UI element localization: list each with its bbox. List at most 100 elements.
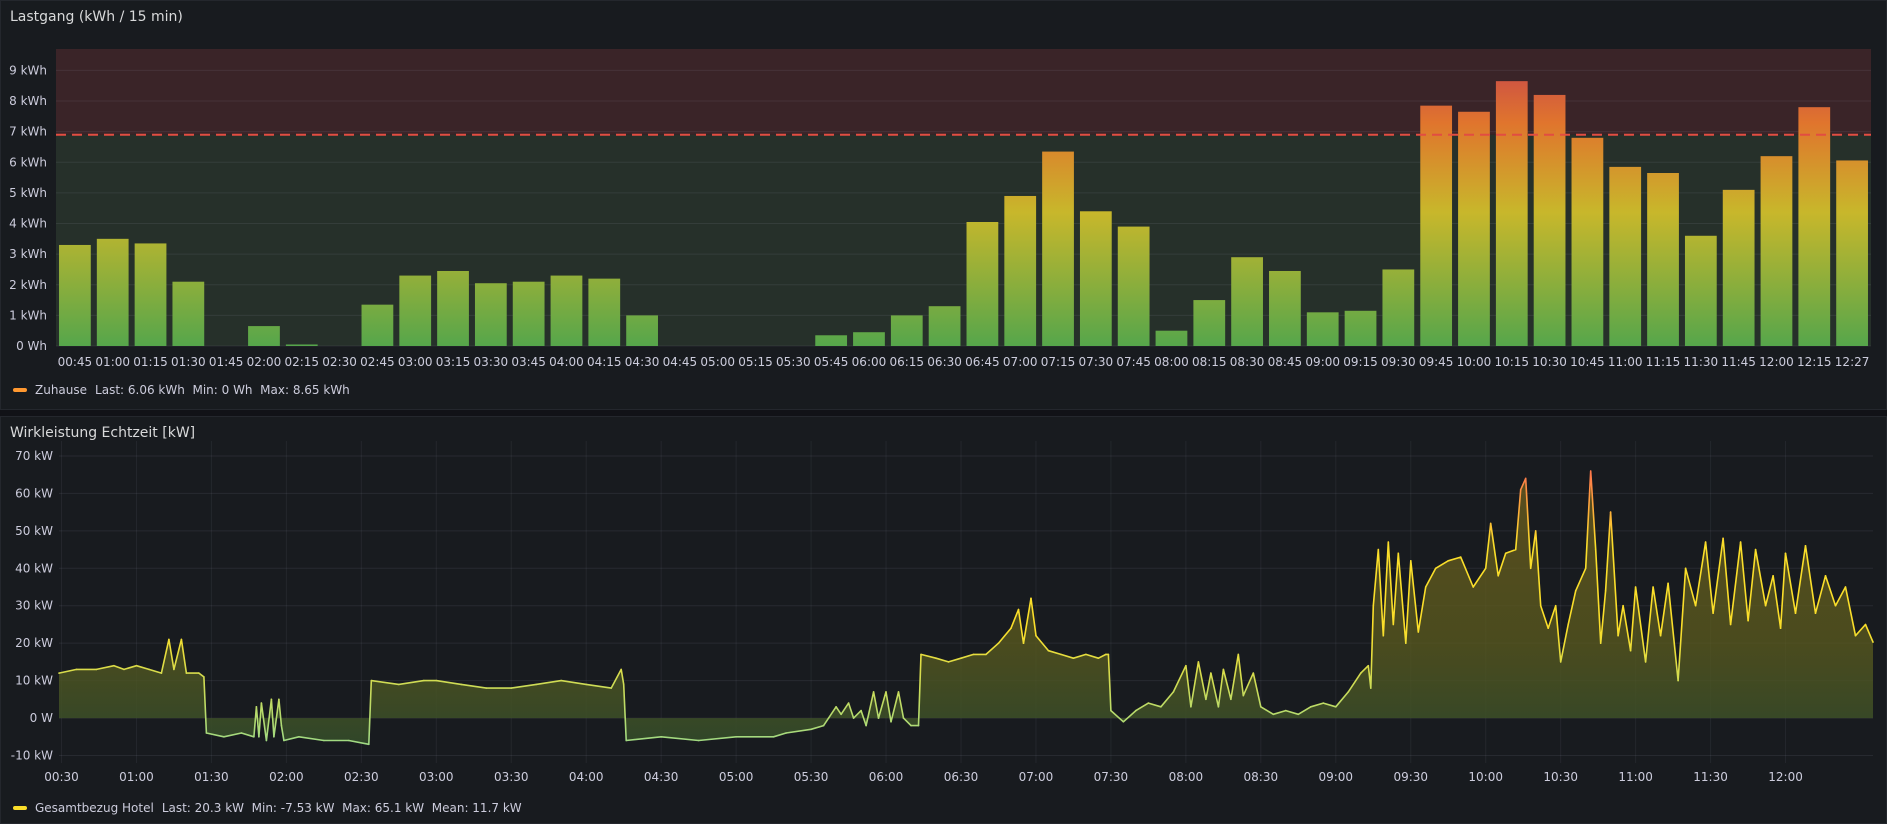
data-point xyxy=(1554,604,1557,607)
data-point xyxy=(1190,706,1192,708)
x-tick-label: 07:00 xyxy=(1019,770,1054,784)
data-point xyxy=(255,706,258,708)
data-point xyxy=(283,739,285,742)
data-point xyxy=(1694,604,1697,607)
bar xyxy=(1382,269,1415,346)
x-tick-label: 09:00 xyxy=(1318,770,1353,784)
y-tick-label: 3 kWh xyxy=(9,247,47,261)
wirkleistung-panel-title[interactable]: Wirkleistung Echtzeit [kW] xyxy=(10,425,196,441)
data-point xyxy=(935,657,937,659)
x-tick-label: 01:45 xyxy=(209,355,244,369)
data-point xyxy=(1197,661,1200,663)
data-point xyxy=(203,676,205,678)
x-tick-label: 02:00 xyxy=(247,355,282,369)
data-point xyxy=(1347,691,1350,693)
x-tick-label: 12:00 xyxy=(1768,770,1803,784)
x-tick-label: 06:30 xyxy=(927,355,962,369)
x-tick-label: 07:30 xyxy=(1094,770,1129,784)
x-tick-label: 08:30 xyxy=(1230,355,1265,369)
data-point xyxy=(113,664,115,667)
data-point xyxy=(622,683,625,686)
x-tick-label: 05:30 xyxy=(794,770,829,784)
data-point xyxy=(1547,627,1549,629)
data-point xyxy=(1147,702,1150,704)
zone-normal xyxy=(56,134,1871,346)
data-point xyxy=(1377,548,1380,551)
lastgang-chart: 0 Wh 1 kWh 2 kWh 3 kWh 4 kWh 5 kWh 6 kWh 7 kWh 8… xyxy=(9,49,1871,369)
x-tick-label: 10:15 xyxy=(1494,355,1529,369)
data-point xyxy=(1434,567,1437,570)
data-point xyxy=(1684,567,1687,570)
x-tick-label: 03:15 xyxy=(436,355,471,369)
wirkleistung-legend[interactable]: Gesamtbezug Hotel Last: 20.3 kW Min: -7.… xyxy=(13,801,522,815)
data-point xyxy=(890,721,892,723)
data-point xyxy=(1097,657,1100,659)
data-point xyxy=(460,683,463,686)
data-point xyxy=(1504,552,1507,555)
x-tick-label: 02:00 xyxy=(269,770,304,784)
x-tick-label: 09:45 xyxy=(1419,355,1454,369)
x-tick-label: 05:00 xyxy=(700,355,735,369)
x-tick-label: 02:30 xyxy=(322,355,357,369)
data-point xyxy=(1372,604,1375,607)
data-point xyxy=(1559,661,1562,663)
bar xyxy=(1458,111,1490,347)
data-point xyxy=(240,732,243,734)
x-tick-label: 02:30 xyxy=(344,770,379,784)
legend-stats: Last: 6.06 kWh Min: 0 Wh Max: 8.65 kWh xyxy=(95,383,350,397)
data-point xyxy=(398,683,400,686)
data-point xyxy=(1230,698,1232,701)
data-point xyxy=(1085,653,1087,656)
x-tick-label: 07:45 xyxy=(1116,355,1151,369)
data-point xyxy=(1622,604,1624,607)
data-point xyxy=(772,736,775,738)
x-tick-label: 06:00 xyxy=(852,355,887,369)
data-point xyxy=(135,664,138,667)
y-tick-label: 60 kW xyxy=(15,486,53,500)
x-tick-label: 03:00 xyxy=(398,355,433,369)
wirkleistung-chart: -10 kW 0 W 10 kW 20 kW 30 kW 40 kW 50 kW 60 kW 7… xyxy=(11,441,1874,784)
x-tick-label: 05:30 xyxy=(776,355,811,369)
data-point xyxy=(1047,649,1050,652)
x-tick-label: 10:00 xyxy=(1468,770,1503,784)
data-point xyxy=(1529,567,1532,570)
bar xyxy=(1722,189,1755,346)
bar xyxy=(1004,195,1037,346)
y-tick-label: 9 kWh xyxy=(9,63,47,77)
bar xyxy=(1155,330,1188,346)
data-point xyxy=(610,687,612,689)
data-point xyxy=(75,668,78,671)
data-point xyxy=(185,672,188,674)
data-point xyxy=(1617,634,1619,637)
x-tick-label: 01:00 xyxy=(119,770,154,784)
bar xyxy=(1269,270,1301,346)
y-tick-label: 20 kW xyxy=(15,636,53,650)
lastgang-legend[interactable]: Zuhause Last: 6.06 kWh Min: 0 Wh Max: 8.… xyxy=(13,383,350,397)
data-point xyxy=(223,736,225,738)
data-point xyxy=(1872,641,1874,643)
data-point xyxy=(1035,634,1037,637)
data-point xyxy=(785,732,787,734)
bar xyxy=(1684,235,1717,346)
x-tick-label: 03:45 xyxy=(511,355,546,369)
data-point xyxy=(1539,604,1542,607)
legend-series-name: Zuhause xyxy=(35,383,88,397)
data-point xyxy=(1764,604,1767,607)
data-point xyxy=(917,724,920,727)
x-tick-label: 09:00 xyxy=(1305,355,1340,369)
x-tick-label: 11:30 xyxy=(1693,770,1728,784)
data-point xyxy=(278,698,280,701)
data-point xyxy=(1447,560,1449,562)
data-point xyxy=(1222,668,1225,671)
legend-swatch-zuhause xyxy=(13,388,27,392)
data-point xyxy=(1772,575,1774,577)
data-point xyxy=(1754,548,1757,551)
series-area xyxy=(59,471,1873,745)
x-tick-label: 09:15 xyxy=(1343,355,1378,369)
data-point xyxy=(1459,556,1462,558)
lastgang-panel-title[interactable]: Lastgang (kWh / 15 min) xyxy=(10,9,183,25)
data-point xyxy=(1135,709,1137,712)
y-tick-label: 30 kW xyxy=(15,599,53,613)
data-point xyxy=(1185,664,1187,667)
data-point xyxy=(180,638,183,641)
